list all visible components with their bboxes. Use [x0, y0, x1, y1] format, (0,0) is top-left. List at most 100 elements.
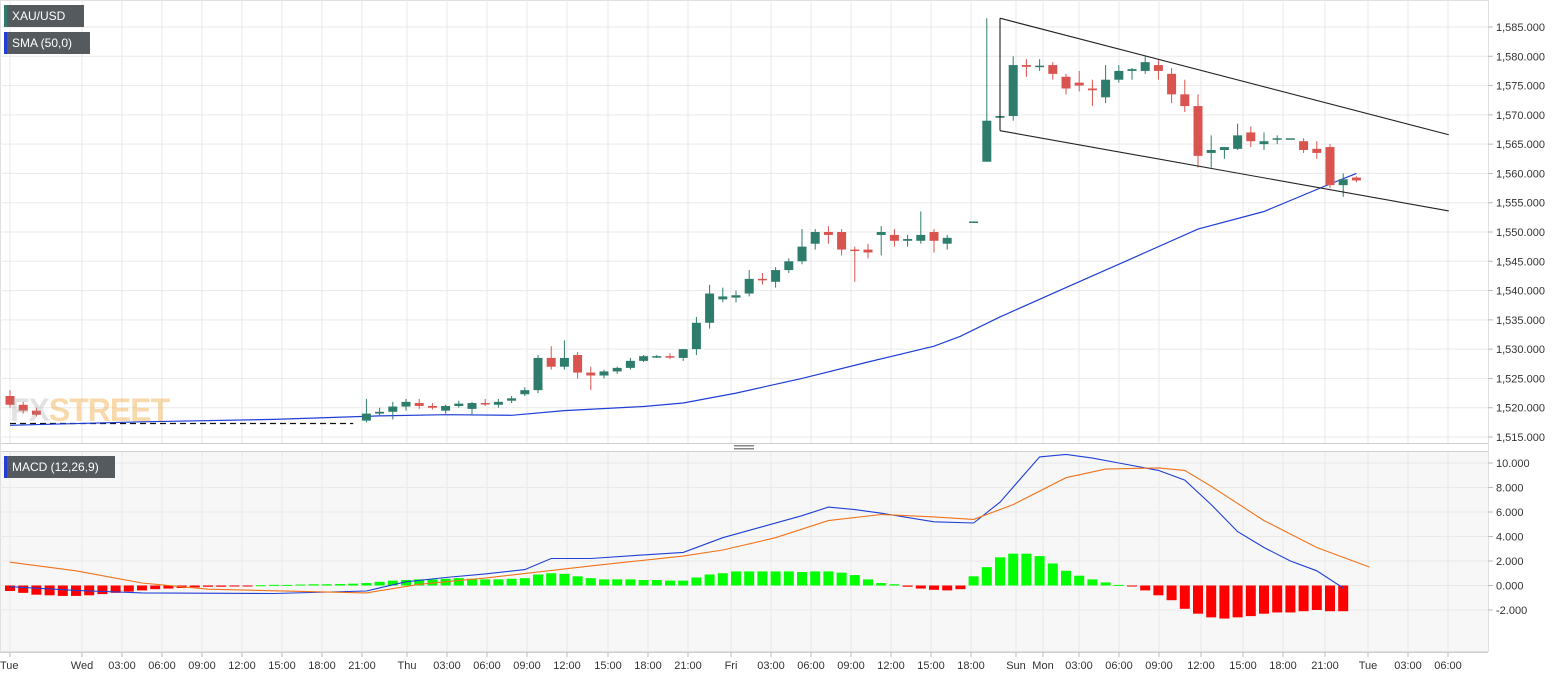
candle-up — [599, 371, 609, 376]
candle-down — [31, 410, 41, 415]
macd-hist-bar-pos — [823, 571, 834, 586]
macd-hist-bar-pos — [361, 583, 372, 586]
macd-y-tick-label: -2.000 — [1496, 605, 1527, 617]
macd-hist-bar-pos — [849, 575, 860, 586]
candle-up — [467, 403, 477, 409]
macd-hist-bar-pos — [1021, 553, 1032, 586]
macd-hist-bar-neg — [163, 585, 174, 589]
candle-down — [427, 405, 437, 408]
macd-hist-bar-pos — [797, 572, 807, 586]
macd-hist-bar-pos — [638, 579, 649, 586]
macd-hist-bar-pos — [559, 573, 570, 586]
macd-hist-bar-pos — [691, 577, 702, 586]
x-tick-label: 21:00 — [348, 660, 376, 672]
macd-hist-bar-pos — [1034, 556, 1045, 586]
x-tick-label: 18:00 — [634, 660, 662, 672]
macd-hist-bar-neg — [110, 585, 121, 593]
macd-hist-bar-pos — [1087, 579, 1098, 586]
x-tick-label: 03:00 — [757, 660, 785, 672]
candle-up — [625, 360, 635, 368]
macd-y-tick-label: 6.000 — [1496, 507, 1524, 519]
macd-hist-bar-pos — [612, 579, 623, 586]
candle-up — [784, 261, 794, 271]
x-tick-label: 06:00 — [1434, 660, 1462, 672]
macd-hist-bar-neg — [18, 585, 29, 593]
macd-hist-bar-pos — [678, 580, 689, 586]
macd-indicator-label[interactable]: MACD (12,26,9) — [4, 456, 115, 478]
candle-down — [480, 403, 490, 405]
price-y-tick-label: 1,565.000 — [1496, 139, 1545, 151]
x-tick-label: 18:00 — [1269, 660, 1297, 672]
x-tick-label: 12:00 — [877, 660, 905, 672]
x-tick-label: 06:00 — [1105, 660, 1133, 672]
sma-line — [9, 172, 1357, 426]
macd-hist-bar-pos — [335, 584, 345, 586]
macd-hist-bar-pos — [770, 571, 781, 586]
candle-up — [1008, 65, 1018, 117]
candle-up — [652, 356, 662, 358]
candle-up — [916, 234, 926, 241]
macd-hist-bar-neg — [1232, 585, 1243, 618]
macd-hist-bar-neg — [1153, 585, 1164, 596]
macd-line — [9, 453, 1344, 595]
macd-hist-bar-neg — [1285, 585, 1296, 613]
x-tick-label: 15:00 — [1229, 660, 1257, 672]
candle-down — [850, 249, 860, 252]
candle-up — [969, 221, 979, 223]
candle-up — [1035, 65, 1045, 68]
macd-hist-bar-pos — [427, 579, 438, 586]
macd-hist-bar-pos — [519, 578, 530, 586]
x-tick-label: 03:00 — [1394, 660, 1422, 672]
macd-hist-bar-neg — [1245, 585, 1256, 617]
macd-hist-bar-pos — [876, 583, 887, 586]
macd-hist-bar-neg — [1272, 585, 1283, 613]
candle-down — [573, 355, 583, 373]
macd-hist-bar-neg — [1311, 585, 1322, 610]
candle-down — [1087, 88, 1097, 91]
x-tick-label: 09:00 — [837, 660, 865, 672]
candle-up — [982, 120, 992, 162]
candle-up — [375, 411, 385, 414]
macd-hist-bar-pos — [572, 576, 583, 586]
macd-hist-bar-pos — [783, 571, 794, 586]
macd-hist-bar-neg — [1298, 585, 1309, 612]
price-y-tick-label: 1,550.000 — [1496, 227, 1545, 239]
x-tick-label: Fri — [725, 660, 738, 672]
macd-hist-bar-pos — [506, 578, 517, 586]
price-indicator-label[interactable]: XAU/USD — [4, 5, 84, 27]
x-tick-label: 12:00 — [553, 660, 581, 672]
x-tick-label: 06:00 — [473, 660, 501, 672]
x-tick-label: 09:00 — [1145, 660, 1173, 672]
candle-up — [507, 398, 517, 401]
macd-hist-bar-pos — [757, 571, 768, 586]
candle-down — [1325, 147, 1335, 186]
candle-down — [1153, 65, 1163, 71]
candle-up — [612, 367, 622, 372]
price-pane — [0, 0, 1488, 443]
candle-down — [1299, 141, 1309, 150]
x-tick-label: 09:00 — [188, 660, 216, 672]
macd-hist-bar-neg — [1127, 585, 1137, 587]
candle-down — [1074, 82, 1084, 86]
x-tick-label: Thu — [398, 660, 417, 672]
macd-hist-bar-pos — [269, 584, 279, 586]
macd-hist-bar-neg — [5, 585, 15, 592]
fxstreet-watermark: FXSTREET — [10, 392, 170, 429]
sma-indicator-label[interactable]: SMA (50,0) — [4, 32, 90, 54]
x-tick-label: 21:00 — [674, 660, 702, 672]
candle-down — [929, 232, 939, 241]
candle-down — [665, 356, 675, 358]
candle-down — [5, 396, 15, 405]
macd-hist-bar-neg — [44, 585, 55, 596]
x-tick-label: Mon — [1032, 660, 1053, 672]
macd-hist-bar-neg — [1166, 585, 1177, 601]
macd-hist-bar-pos — [467, 578, 477, 586]
macd-hist-bar-pos — [704, 574, 715, 586]
candle-up — [1206, 150, 1216, 153]
candle-up — [493, 401, 503, 405]
x-tick-label: 15:00 — [268, 660, 296, 672]
macd-hist-bar-pos — [480, 579, 491, 586]
candle-up — [731, 295, 741, 298]
macd-hist-bar-neg — [216, 585, 227, 587]
price-y-tick-label: 1,580.000 — [1496, 51, 1545, 63]
